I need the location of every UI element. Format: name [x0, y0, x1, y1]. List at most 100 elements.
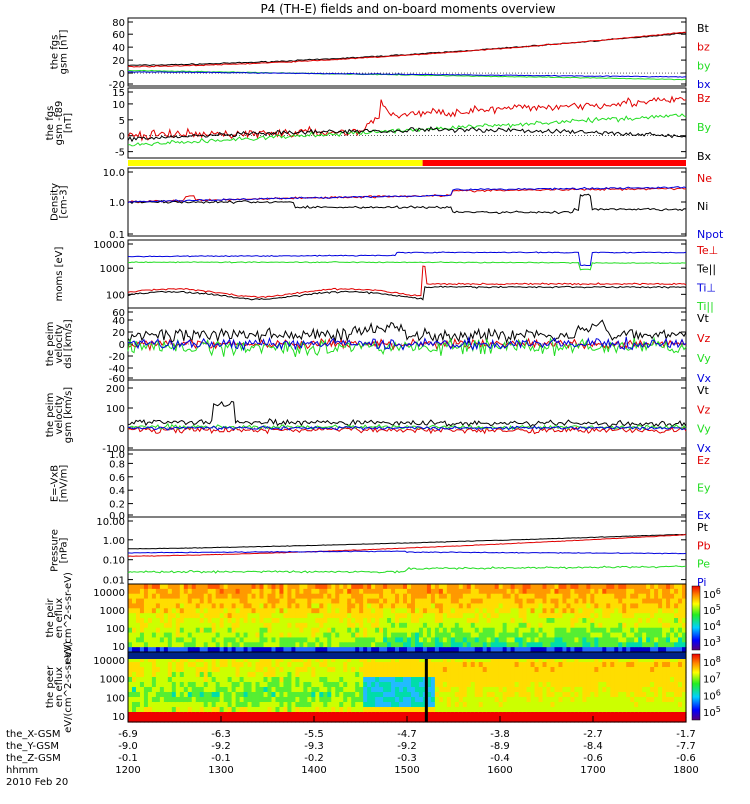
series-Te-line [127, 285, 687, 301]
panel-3: Density[cm-3] 10.0 1.0 0.1 Ne Ni Npot [50, 167, 724, 241]
legend-bz: bz [697, 41, 710, 54]
series-Vz-line [127, 337, 687, 352]
chart-title: P4 (TH-E) fields and on-board moments ov… [260, 2, 555, 16]
legend-Ni: Ni [697, 200, 708, 213]
legend-Ne: Ne [697, 172, 712, 185]
ytick-label: 0 [119, 340, 125, 351]
xaxis-row-label: the_X-GSM [6, 729, 60, 740]
xaxis-value: -6.3 [211, 729, 231, 740]
ytick-label: 10 [112, 712, 125, 723]
ytick-label: 0 [119, 132, 125, 143]
ytick-label: 0.2 [109, 500, 125, 511]
ytick-label: 10 [112, 642, 125, 653]
xaxis-value: -0.4 [490, 753, 510, 764]
xaxis-value: -5.5 [304, 729, 324, 740]
colorbar-tick: 108 [703, 655, 721, 669]
legend-Vz: Vz [697, 332, 711, 345]
panel-6: the peimvelocitygsm [km/s] 200 100 0 -100 Vt V… [45, 379, 712, 455]
legend-Te: Te⊥ [696, 244, 718, 257]
ytick-label: 80 [112, 18, 125, 29]
legend-Bx: Bx [697, 150, 712, 163]
panel-10: the peeren efluxeV/(cm^2-s-sr-eV) 10000 10… [45, 641, 721, 733]
ytick-label: 1000 [100, 264, 125, 275]
series-Ti-line [127, 251, 687, 267]
legend-Pb: Pb [697, 539, 711, 552]
xaxis-value: 1600 [487, 765, 512, 776]
xaxis-value: -8.4 [583, 741, 603, 752]
ytick-label: 1.0 [109, 198, 125, 209]
colorbar-tick: 106 [703, 587, 721, 601]
ytick-label: 10.00 [96, 517, 125, 528]
series-By-line [127, 113, 687, 147]
series-Pe-line [127, 565, 687, 574]
ytick-label: 60 [112, 30, 125, 41]
xaxis-value: 1300 [208, 765, 233, 776]
ytick-label: 60 [112, 308, 125, 319]
legend-Pt: Pt [697, 521, 709, 534]
ylabel-panel-1: the fgsgsm [nT] [50, 30, 70, 75]
xaxis-value: 1800 [673, 765, 698, 776]
date-label: 2010 Feb 20 [6, 777, 68, 788]
legend-Vz: Vz [697, 403, 711, 416]
xaxis-value: -0.1 [211, 753, 231, 764]
ytick-label: 0 [119, 69, 125, 80]
xaxis-value: -8.9 [490, 741, 510, 752]
legend-Vy: Vy [697, 423, 711, 436]
xaxis-value: -9.2 [211, 741, 231, 752]
ytick-label: 100 [106, 404, 125, 415]
ytick-label: 100 [106, 290, 125, 301]
legend-Ex: Ex [697, 509, 711, 522]
ytick-label: -20 [109, 352, 125, 363]
legend-Vt: Vt [697, 384, 710, 397]
colorbar-tick: 104 [703, 619, 721, 633]
colorbar-tick: 107 [703, 672, 721, 686]
ytick-label: 0.4 [109, 486, 125, 497]
series-bx-line [127, 71, 687, 78]
ytick-label: 10000 [93, 240, 125, 251]
legend-Ti: Ti⊥ [696, 281, 716, 294]
legend-Bz: Bz [697, 92, 711, 105]
ytick-label: 0.0 [109, 511, 125, 522]
ytick-label: 10.0 [103, 168, 125, 179]
xaxis-value: -0.2 [304, 753, 324, 764]
spectrogram [128, 584, 687, 653]
xaxis-row-label: the_Y-GSM [6, 741, 59, 752]
ytick-label: 0.10 [103, 556, 125, 567]
legend-By: By [697, 121, 712, 134]
xaxis-row-label: hhmm [6, 765, 38, 776]
colorbar [691, 585, 701, 651]
panel-4: moms [eV] 10000 1000 100 Te⊥ Te|| Ti⊥ Ti|| [54, 239, 718, 313]
ylabel-panel-5: the peimvelocitydsl [km/s] [45, 319, 74, 369]
legend-Pe: Pe [697, 558, 710, 571]
colorbar [691, 653, 701, 721]
ylabel-panel-9: the peiren efluxeV/(cm^2-s-sr-eV) [45, 572, 74, 664]
ytick-label: 10 [112, 100, 125, 111]
colorbar-tick: 105 [703, 603, 721, 617]
ylabel-panel-7: E=-VxB[mV/m] [50, 465, 70, 503]
series-Vx-line [127, 425, 687, 431]
ytick-label: 0.01 [103, 576, 125, 587]
legend-Ti: Ti|| [696, 300, 714, 313]
legend-Vt: Vt [697, 312, 710, 325]
series-Pi-line [127, 550, 687, 555]
series-Vt-line [128, 400, 687, 428]
xaxis-value: -9.3 [304, 741, 324, 752]
xaxis-value: -9.0 [118, 741, 138, 752]
ytick-label: 1000 [100, 606, 125, 617]
ytick-label: -40 [109, 364, 125, 375]
ytick-label: 0.6 [109, 473, 125, 484]
ylabel-panel-3: Density[cm-3] [50, 183, 70, 221]
ylabel-panel-10: the peeren efluxeV/(cm^2-s-sr-eV) [45, 641, 74, 733]
xaxis-row-label: the_Z-GSM [6, 753, 61, 764]
ylabel-panel-2: the fgsgsm -t89[nT] [45, 101, 74, 146]
legend-Bt: Bt [697, 22, 710, 35]
legend-Pi: Pi [697, 576, 706, 589]
legend-Npot: Npot [697, 228, 724, 241]
panel-9: the peiren efluxeV/(cm^2-s-sr-eV) 10000 10… [45, 572, 721, 664]
ytick-label: 15 [112, 88, 125, 99]
xaxis-value: -3.8 [490, 729, 510, 740]
ytick-label: 10000 [93, 656, 125, 667]
